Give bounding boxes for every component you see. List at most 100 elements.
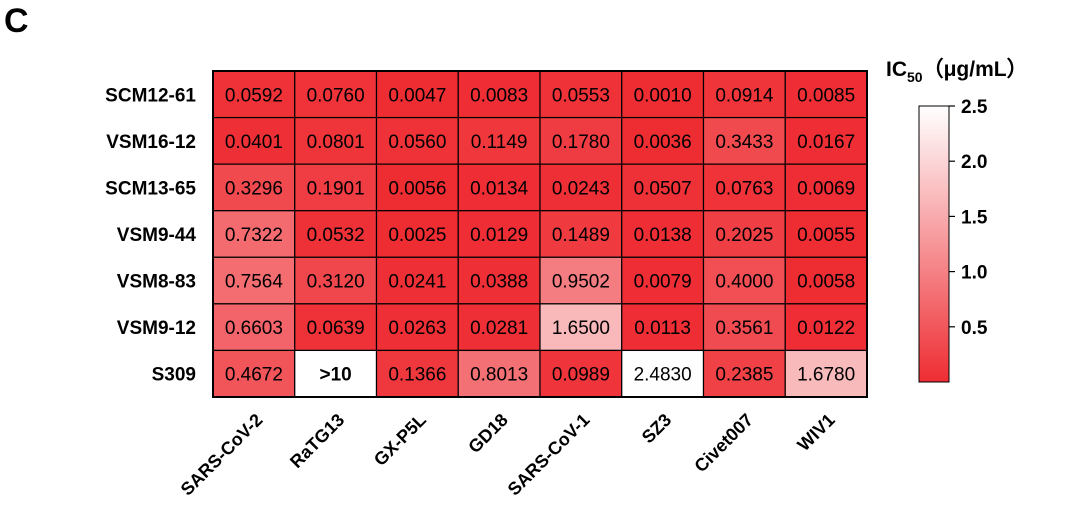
column-label: SARS-CoV-1 (504, 410, 594, 500)
cell-value-label: 0.0056 (388, 178, 446, 199)
heatmap-cell (375, 70, 459, 119)
heatmap-cell (621, 349, 705, 398)
column-label: Civet007 (691, 410, 758, 477)
heatmap-cell (621, 256, 705, 305)
row-label: VSM16-12 (106, 132, 196, 153)
heatmap-cell (784, 70, 868, 119)
cell-value-label: 0.3561 (715, 318, 773, 339)
heatmap-cell (294, 210, 378, 258)
cell-value-label: 0.7564 (225, 272, 284, 293)
heatmap-cell (212, 210, 296, 258)
heatmap-cell (784, 163, 868, 212)
colorbar-ticks: 2.5 2.0 1.5 1.0 0.5 (949, 97, 988, 339)
cell-value-label: 0.0055 (797, 225, 855, 246)
cell-value-label: 0.0138 (634, 225, 692, 246)
cell-value-label: 0.0388 (470, 272, 528, 293)
cell-value-label: 0.0036 (634, 132, 692, 153)
row-label: VSM9-12 (117, 318, 196, 339)
heatmap-cell (702, 163, 786, 212)
cell-value-label: 0.1780 (552, 132, 610, 153)
cell-value-label: 0.3296 (225, 178, 283, 199)
column-label: SARS-CoV-2 (177, 410, 267, 500)
colorbar-tick-label: 0.5 (961, 318, 988, 339)
cell-value-label: 0.0134 (470, 178, 529, 199)
cell-value-label: 0.0079 (634, 272, 692, 293)
cell-value-label: 0.1489 (552, 225, 610, 246)
cell-value-label: 0.0801 (307, 132, 365, 153)
colorbar-tick-label: 1.0 (961, 263, 987, 284)
colorbar-tick-label: 2.5 (961, 97, 988, 118)
cell-value-label: 0.0507 (634, 178, 692, 199)
heatmap-cell (539, 303, 623, 352)
heatmap-cell (375, 303, 459, 352)
heatmap-cell (702, 349, 786, 398)
heatmap-cell (621, 210, 705, 258)
heatmap-cell (702, 210, 786, 258)
cell-value-label: 1.6780 (797, 365, 855, 386)
cell-value-label: 0.0760 (307, 85, 365, 106)
cell-value-label: 0.0085 (797, 85, 855, 106)
cell-value-label: 0.0010 (634, 85, 692, 106)
heatmap-cell (784, 116, 868, 165)
heatmap-cell (212, 70, 296, 119)
cell-value-label: 0.8013 (470, 365, 528, 386)
cell-value-label: 0.0763 (715, 178, 773, 199)
cell-value-label: 0.0401 (225, 132, 283, 153)
heatmap-cell (702, 303, 786, 352)
column-label: GD18 (464, 410, 511, 457)
panel-letter: C (4, 2, 29, 40)
heatmap-cells: 0.0592 0.0760 0.0047 0.0083 0.0553 0.0010 0.09… (212, 70, 868, 398)
cell-value-label: 0.7322 (225, 225, 283, 246)
heatmap-cell (621, 163, 705, 212)
heatmap-cell (539, 116, 623, 165)
cell-value-label: 0.1366 (388, 365, 446, 386)
colorbar-gradient (918, 105, 950, 383)
cell-value-label: 0.0532 (307, 225, 365, 246)
cell-value-label: 0.1901 (307, 178, 365, 199)
cell-value-label: 0.0592 (225, 85, 283, 106)
cell-value-label: 0.0167 (797, 132, 855, 153)
cell-value-label: 0.0914 (715, 85, 774, 106)
cell-value-label: 0.0025 (388, 225, 446, 246)
heatmap-cell (375, 349, 459, 398)
cell-value-label: 0.9502 (552, 272, 610, 293)
cell-value-label: 0.3120 (307, 272, 365, 293)
cell-value-label: 0.0243 (552, 178, 610, 199)
cell-value-label: 0.0047 (388, 85, 446, 106)
cell-value-label: 0.2025 (715, 225, 773, 246)
heatmap-cell (702, 116, 786, 165)
cell-value-label: 0.0113 (634, 318, 691, 339)
cell-value-label: 0.4672 (225, 365, 283, 386)
heatmap-cell (212, 163, 296, 212)
heatmap-cell (294, 349, 378, 398)
cell-value-label: 0.0553 (552, 85, 610, 106)
cell-value-label: 0.0639 (307, 318, 365, 339)
heatmap-cell (539, 210, 623, 258)
colorbar-tick-label: 1.5 (961, 207, 988, 228)
row-label: VSM9-44 (117, 225, 197, 246)
heatmap-cell (621, 116, 705, 165)
cell-value-label: 0.4000 (715, 272, 773, 293)
row-label: VSM8-83 (117, 272, 196, 293)
column-label: WIV1 (793, 410, 838, 455)
cell-value-label: 0.0989 (552, 365, 610, 386)
cell-value-label: 0.0122 (797, 318, 855, 339)
cell-value-label: 0.6603 (225, 318, 283, 339)
cell-value-label: 0.0058 (797, 272, 855, 293)
column-label: SZ3 (638, 410, 675, 447)
cell-value-label: 0.2385 (715, 365, 773, 386)
row-label: S309 (152, 365, 196, 386)
heatmap-cell (457, 303, 541, 352)
heatmap-cell (294, 116, 378, 165)
cell-value-label: >10 (320, 365, 352, 386)
cell-value-label: 0.1149 (471, 132, 528, 153)
cell-value-label: 0.0129 (470, 225, 528, 246)
cell-value-label: 2.4830 (634, 365, 692, 386)
colorbar-title: IC50（μg/mL） (886, 57, 1028, 85)
heatmap-border (212, 70, 868, 398)
cell-value-label: 0.0241 (388, 272, 446, 293)
colorbar-tick-label: 2.0 (961, 152, 987, 173)
column-label: RaTG13 (286, 410, 348, 472)
row-label: SCM13-65 (105, 178, 196, 199)
